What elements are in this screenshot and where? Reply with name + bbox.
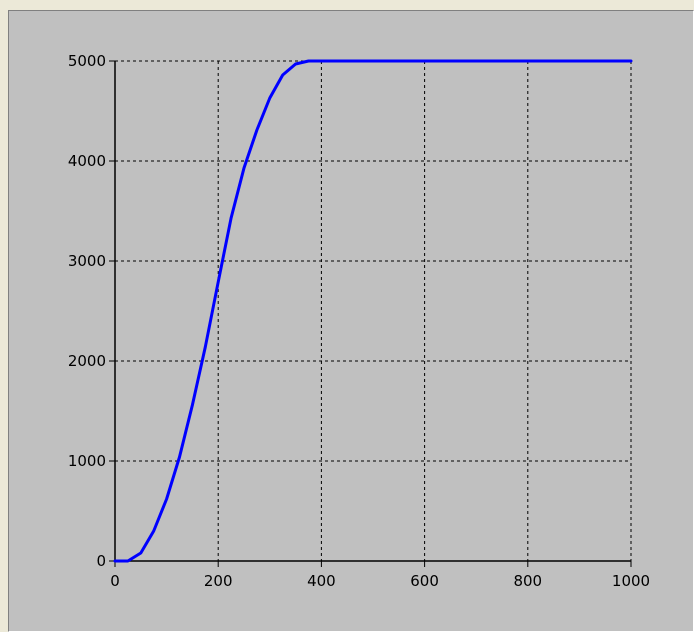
series-layer (113, 59, 633, 563)
series-line (113, 59, 633, 563)
x-tick-label: 0 (110, 572, 120, 590)
y-tick-label: 5000 (68, 52, 106, 70)
y-tick-label: 1000 (68, 452, 106, 470)
plot-frame: 0 200 400 600 800 1000 0 1000 2000 3000 4000 5000 (8, 10, 694, 632)
x-tick-label: 400 (307, 572, 336, 590)
grid-layer (115, 60, 632, 561)
line-chart: 0 200 400 600 800 1000 0 1000 2000 3000 4000 5000 (68, 52, 650, 590)
x-tick-label: 200 (204, 572, 233, 590)
x-tick-label: 600 (410, 572, 439, 590)
x-tick-label: 800 (513, 572, 542, 590)
y-tick-label: 4000 (68, 152, 106, 170)
y-tick-label: 2000 (68, 352, 106, 370)
axis-layer (109, 60, 632, 567)
tick-label-layer: 0 200 400 600 800 1000 0 1000 2000 3000 4000 5000 (68, 52, 650, 590)
y-tick-label: 3000 (68, 252, 106, 270)
x-tick-label: 1000 (612, 572, 650, 590)
y-tick-label: 0 (96, 552, 106, 570)
